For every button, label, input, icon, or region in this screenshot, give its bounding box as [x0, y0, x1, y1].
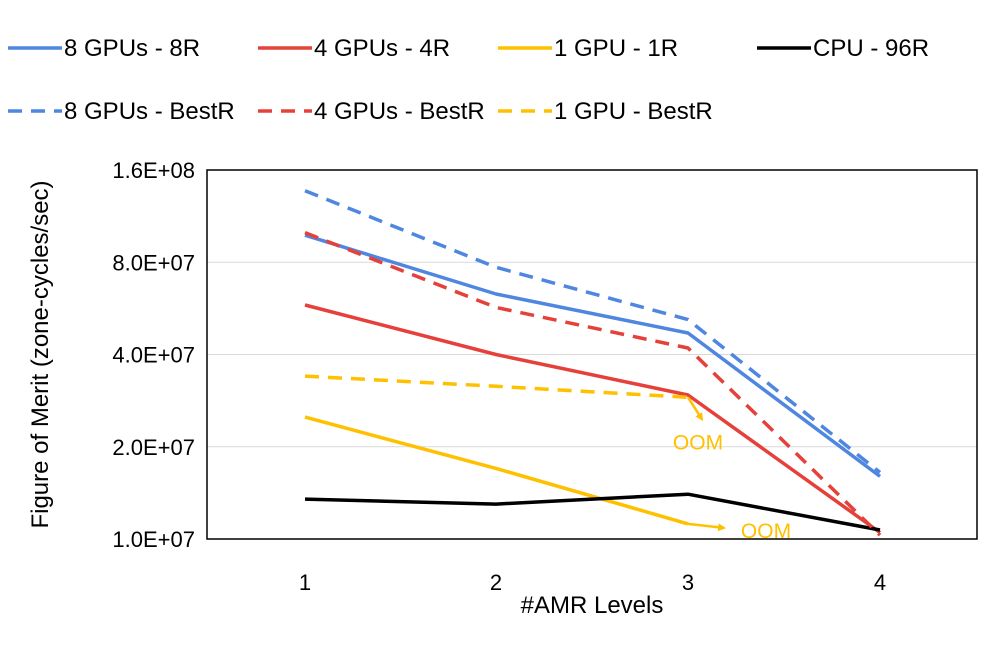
legend-label: 8 GPUs - 8R	[64, 35, 200, 62]
series-line-4	[304, 189, 882, 474]
series-line-3	[304, 492, 881, 532]
legend-label: 8 GPUs - BestR	[64, 98, 235, 125]
oom-arrow	[687, 522, 726, 532]
legend-label: 1 GPU - BestR	[554, 98, 713, 125]
y-tick-label: 1.0E+07	[112, 527, 195, 552]
series-lines	[304, 189, 882, 537]
legend-label: 1 GPU - 1R	[554, 35, 678, 62]
y-axis-tick-labels: 1.0E+07 2.0E+07 4.0E+07 8.0E+07 1.6E+08	[112, 158, 195, 552]
y-tick-label: 1.6E+08	[112, 158, 195, 183]
y-tick-label: 8.0E+07	[112, 250, 195, 275]
series-line-6	[304, 374, 689, 400]
x-tick-label: 2	[490, 570, 502, 595]
series-line-1	[304, 303, 882, 534]
series-line-0	[304, 233, 882, 478]
plot-area-frame	[206, 169, 978, 540]
legend-label: CPU - 96R	[813, 35, 929, 62]
annotations: OOM OOM	[673, 396, 791, 543]
y-tick-label: 4.0E+07	[112, 343, 195, 368]
x-axis-title: #AMR Levels	[521, 592, 664, 619]
oom-arrow	[686, 396, 704, 421]
legend-label: 4 GPUs - 4R	[314, 35, 450, 62]
series-line-2	[304, 415, 689, 526]
x-tick-label: 1	[299, 570, 311, 595]
oom-label: OOM	[741, 520, 791, 543]
y-axis-title: Figure of Merit (zone-cycles/sec)	[27, 180, 54, 528]
oom-label: OOM	[673, 431, 723, 454]
x-tick-label: 4	[874, 570, 886, 595]
x-tick-label: 3	[682, 570, 694, 595]
y-tick-label: 2.0E+07	[112, 435, 195, 460]
series-line-5	[304, 230, 882, 537]
gridlines	[207, 261, 977, 448]
x-axis-tick-labels: 1 2 3 4	[299, 570, 886, 595]
legend: 8 GPUs - 8R 4 GPUs - 4R 1 GPU - 1R CPU - 96…	[8, 35, 929, 125]
legend-label: 4 GPUs - BestR	[314, 98, 485, 125]
